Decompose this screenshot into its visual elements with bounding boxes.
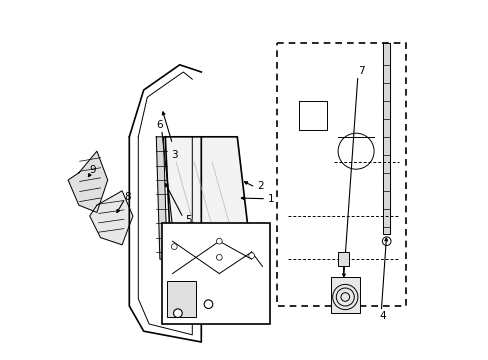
Text: 1: 1 <box>267 194 274 204</box>
Circle shape <box>171 244 177 249</box>
Polygon shape <box>165 137 251 317</box>
Circle shape <box>216 255 222 260</box>
Circle shape <box>248 253 254 258</box>
Polygon shape <box>89 191 133 245</box>
Circle shape <box>216 238 222 244</box>
Text: 6: 6 <box>156 120 163 130</box>
Bar <box>330 277 359 313</box>
Text: 2: 2 <box>257 181 263 191</box>
Polygon shape <box>156 137 167 259</box>
Bar <box>337 252 348 266</box>
Text: 3: 3 <box>170 150 177 161</box>
Text: 5: 5 <box>185 215 191 225</box>
Text: 8: 8 <box>123 192 130 202</box>
Text: 4: 4 <box>379 311 386 321</box>
Polygon shape <box>68 151 107 212</box>
Polygon shape <box>382 43 389 234</box>
Bar <box>167 281 196 317</box>
Text: 9: 9 <box>89 165 96 175</box>
Circle shape <box>173 309 182 318</box>
Bar <box>162 223 269 324</box>
Circle shape <box>204 300 212 309</box>
Text: 7: 7 <box>357 66 364 76</box>
